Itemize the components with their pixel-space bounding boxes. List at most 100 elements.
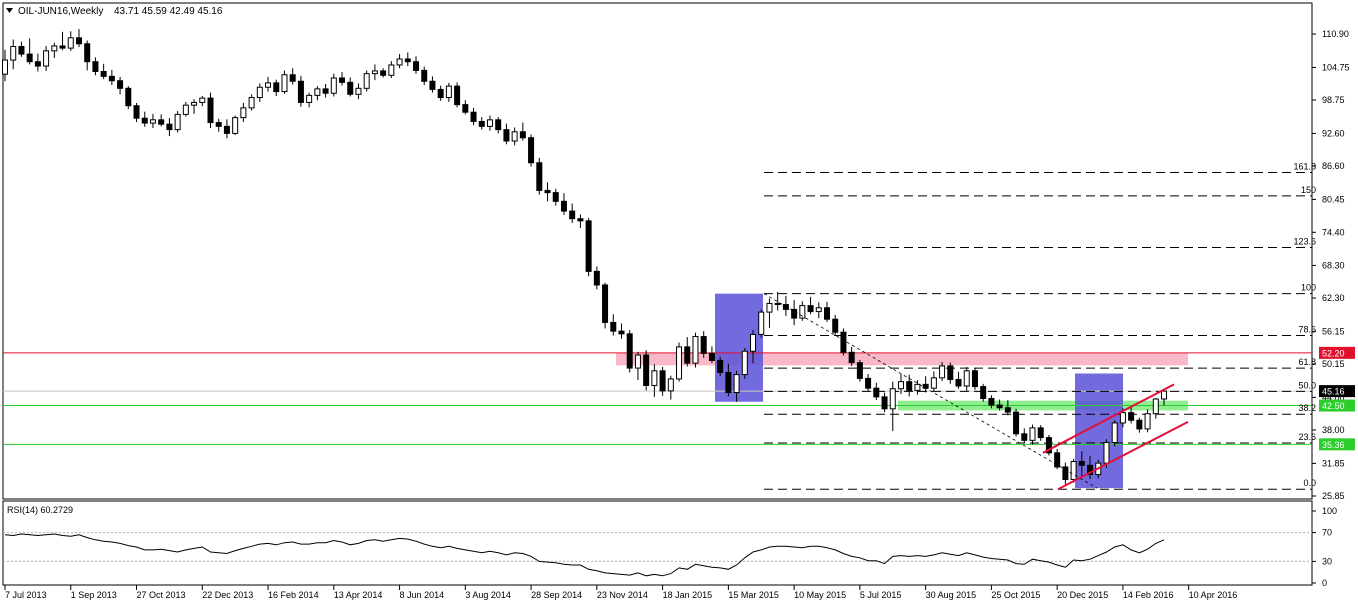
candle-body <box>75 37 82 45</box>
candle-body <box>692 336 699 364</box>
candle-body <box>1111 422 1118 443</box>
bear-candle <box>824 301 830 322</box>
bull-candle <box>1161 388 1168 406</box>
bear-candle <box>1128 406 1135 424</box>
bear-candle <box>865 374 872 392</box>
bull-candle <box>667 375 674 400</box>
bear-candle <box>273 79 280 96</box>
bear-candle <box>840 328 847 356</box>
rsi-title: RSI(14) 60.2729 <box>7 505 73 515</box>
bear-candle <box>404 52 411 67</box>
bear-candle <box>59 31 66 51</box>
bear-candle <box>684 337 691 367</box>
candle-body <box>708 352 715 361</box>
candle-body <box>125 87 132 107</box>
price-tick-label: 31.85 <box>1322 458 1345 468</box>
candle-body <box>371 70 378 75</box>
bear-candle <box>478 117 485 130</box>
bear-candle <box>602 282 609 329</box>
bull-candle <box>232 115 239 136</box>
bear-candle <box>947 362 954 384</box>
bear-candle <box>955 371 962 389</box>
bear-candle <box>223 119 230 139</box>
candle-body <box>766 302 773 313</box>
time-tick-label: 25 Oct 2015 <box>991 590 1040 600</box>
candle-body <box>848 351 855 364</box>
candle-body <box>906 381 913 391</box>
candle-body <box>363 73 370 89</box>
time-tick-label: 5 Jul 2015 <box>860 590 902 600</box>
bull-candle <box>240 102 247 122</box>
candle-body <box>92 61 99 72</box>
bull-candle <box>281 70 288 94</box>
triangle-down-icon[interactable] <box>6 8 13 13</box>
rsi-axis[interactable]: 100 70 30 0 <box>1312 506 1337 588</box>
candle-body <box>832 318 839 333</box>
candle-body <box>856 362 863 379</box>
time-tick-label: 28 Sep 2014 <box>531 590 582 600</box>
bear-candle <box>980 383 987 402</box>
bull-candle <box>51 42 58 58</box>
time-tick-label: 3 Aug 2014 <box>465 590 511 600</box>
candle-body <box>939 365 946 379</box>
bear-candle <box>454 82 461 108</box>
candle-body <box>380 70 387 76</box>
candle-body <box>971 370 978 388</box>
bull-candle <box>1070 458 1077 483</box>
candle-body <box>750 333 757 352</box>
time-tick-label: 1 Sep 2013 <box>71 590 117 600</box>
bear-candle <box>848 346 855 366</box>
candle-body <box>347 81 354 95</box>
bull-candle <box>889 381 896 432</box>
fib-label: 0.0 <box>1303 478 1316 488</box>
candle-body <box>445 85 452 99</box>
rsi-panel[interactable] <box>2 500 1313 586</box>
candle-body <box>330 77 337 94</box>
time-tick-label: 30 Aug 2015 <box>926 590 977 600</box>
candle-body <box>560 200 567 212</box>
price-tag-bg <box>1319 438 1355 451</box>
fib-label: 123.6 <box>1293 236 1316 246</box>
bull-candle <box>1152 397 1159 419</box>
candle-body <box>1078 461 1085 466</box>
candle-body <box>930 377 937 389</box>
candle-body <box>1128 412 1135 421</box>
candle-body <box>577 218 584 222</box>
bull-candle <box>355 83 362 100</box>
fib-label: 161.8 <box>1293 162 1316 172</box>
bull-candle <box>314 86 321 101</box>
bull-candle <box>445 82 452 102</box>
candle-body <box>996 404 1003 409</box>
bear-candle <box>1087 456 1094 479</box>
price-tick-label: 74.40 <box>1322 227 1345 237</box>
candle-body <box>207 97 214 124</box>
time-axis[interactable]: 7 Jul 2013 1 Sep 2013 27 Oct 2013 22 Dec 20… <box>4 585 1237 600</box>
bull-candle <box>486 115 493 131</box>
fib-label: 50.0 <box>1298 380 1316 390</box>
price-tick-label: 38.00 <box>1322 425 1345 435</box>
candle-body <box>413 61 419 71</box>
candle-body <box>478 120 485 127</box>
bear-candle <box>215 118 222 132</box>
time-tick-label: 8 Jun 2014 <box>400 590 445 600</box>
price-axis[interactable]: 110.90 104.75 98.75 92.60 86.60 80.45 74.40 68.… <box>1312 29 1350 501</box>
candle-body <box>265 82 272 88</box>
candle-body <box>528 137 535 164</box>
bull-candle <box>306 92 313 108</box>
bear-candle <box>988 395 995 409</box>
rsi-line <box>4 533 1165 577</box>
bull-candle <box>191 99 198 114</box>
candle-body <box>470 111 477 122</box>
candle-body <box>34 61 41 67</box>
candle-body <box>643 354 650 386</box>
bear-candle <box>1021 428 1028 444</box>
candle-body <box>725 371 732 394</box>
candle-body <box>256 86 263 99</box>
bear-candle <box>1037 425 1044 441</box>
bull-candle <box>511 127 518 146</box>
candle-body <box>824 307 830 320</box>
candle-body <box>223 125 230 134</box>
bull-candle <box>67 31 74 51</box>
